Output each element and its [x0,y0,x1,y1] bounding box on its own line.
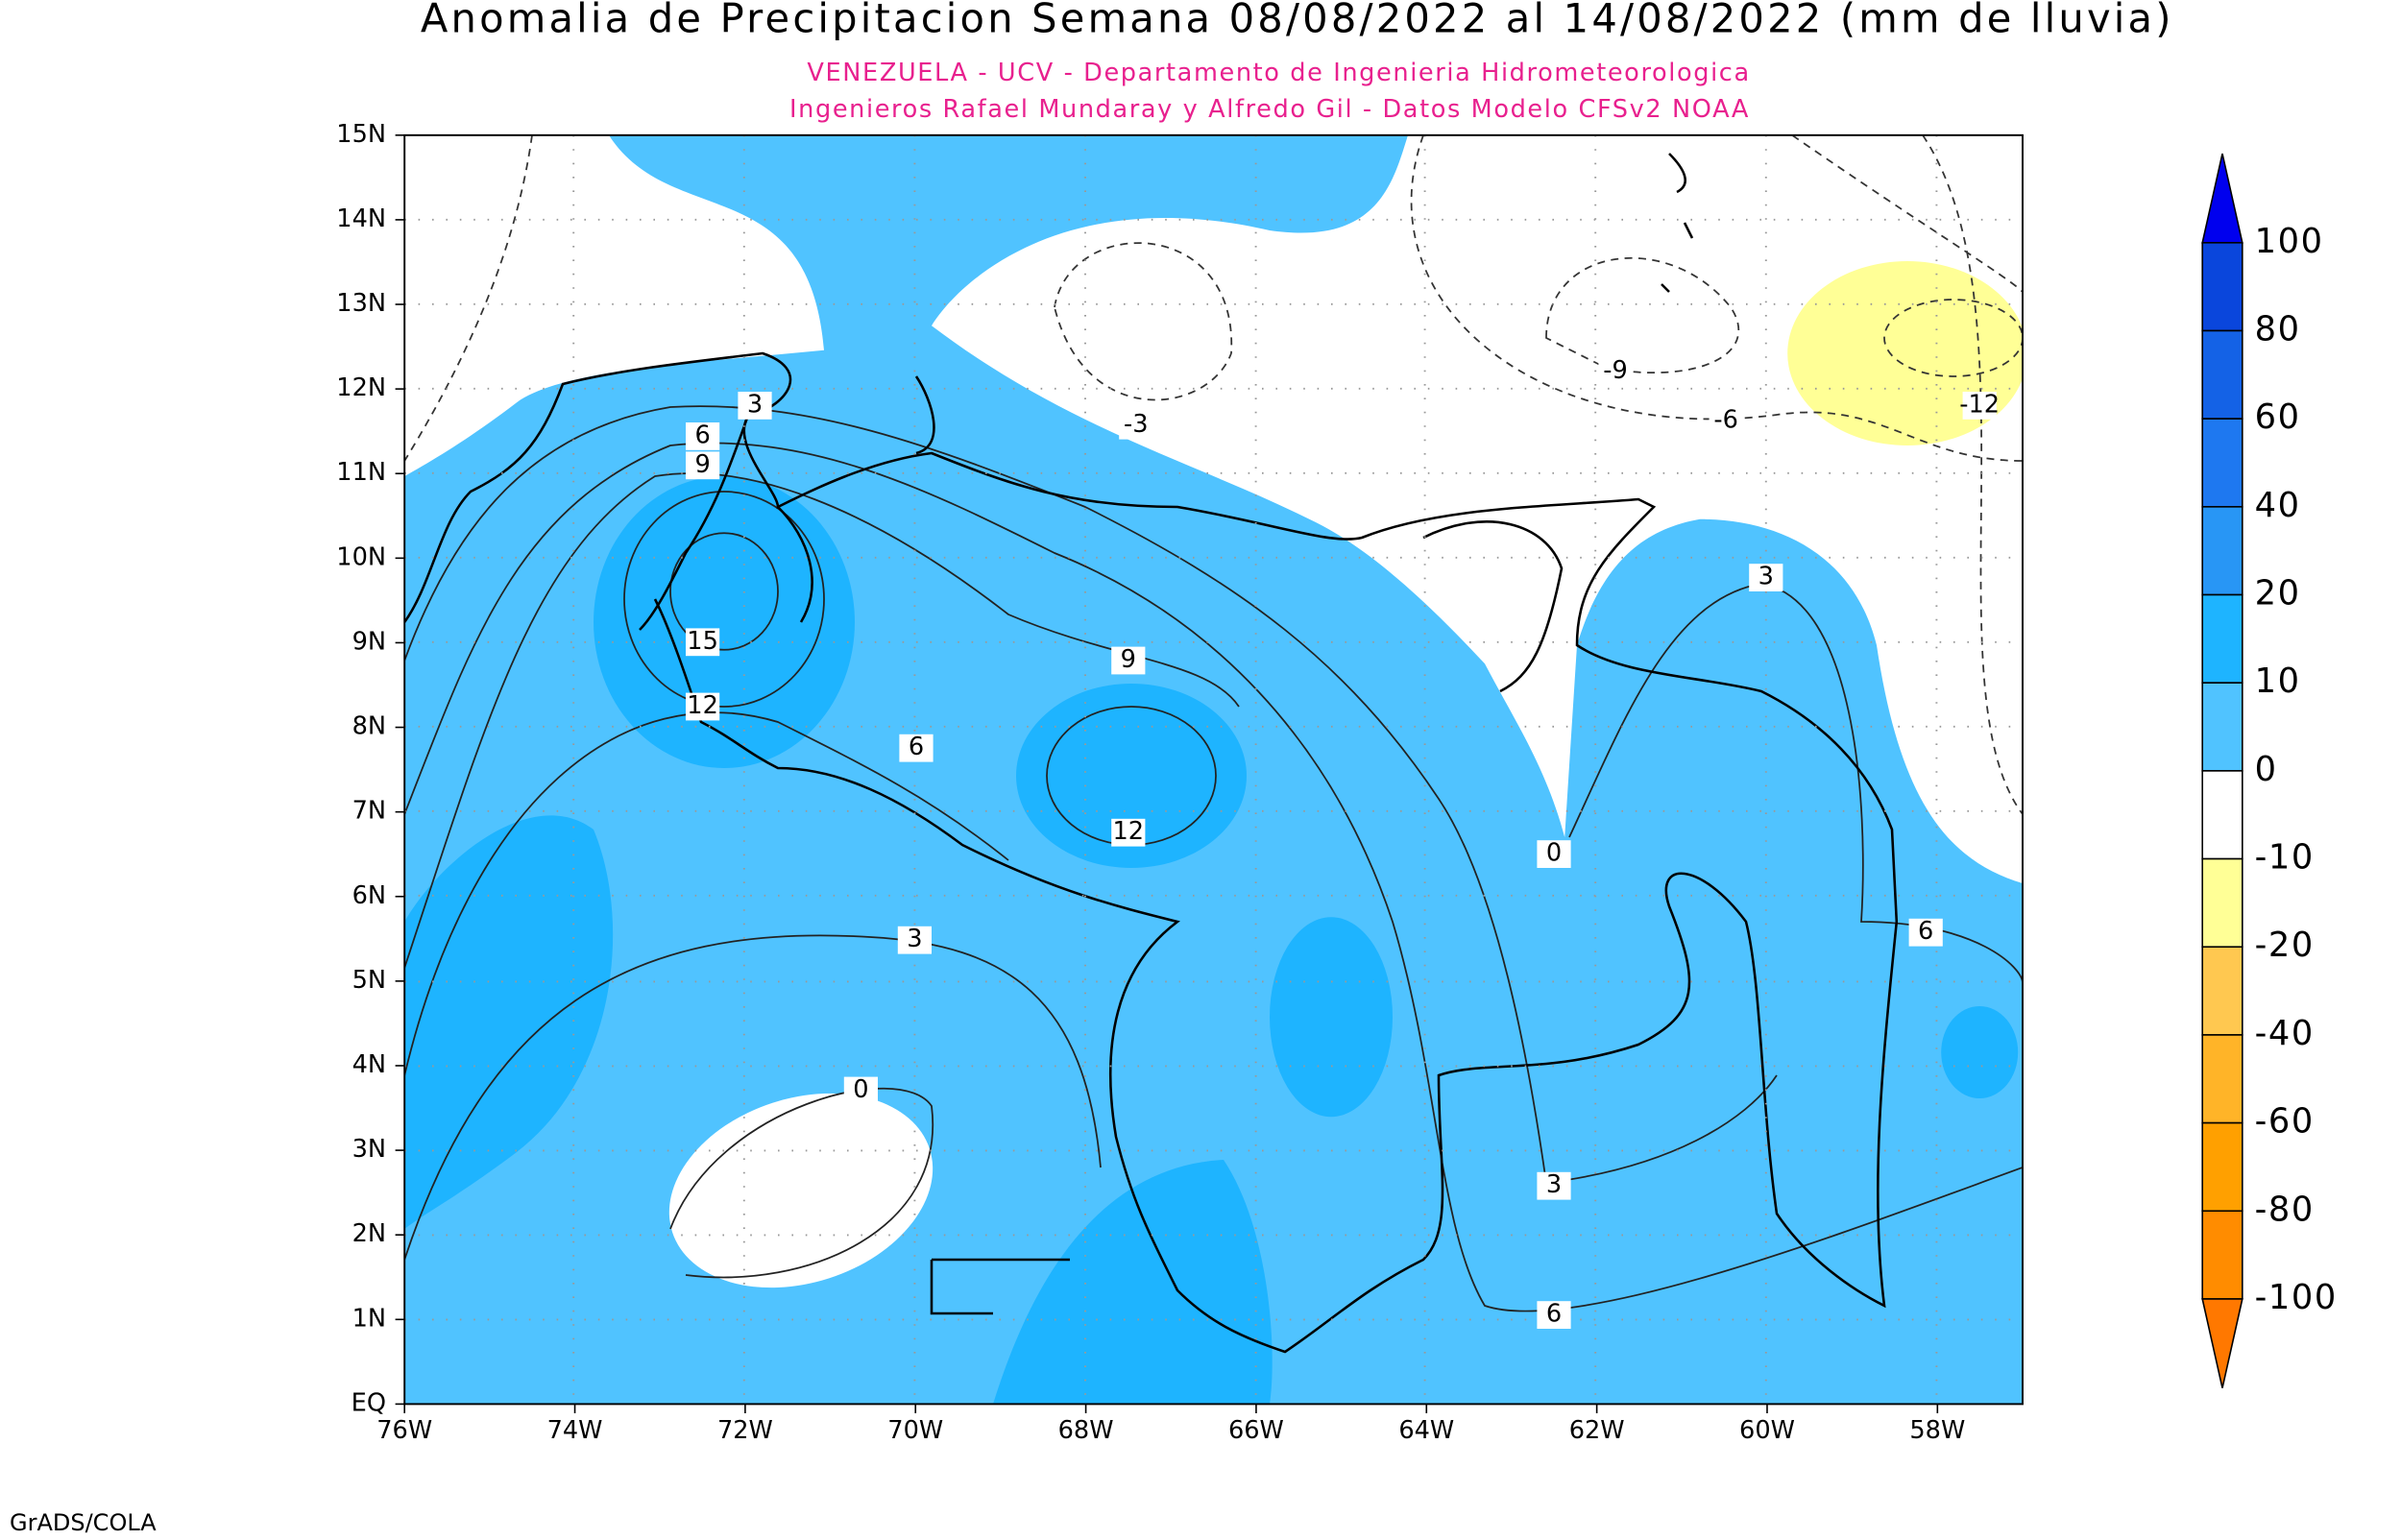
lat-label: EQ [352,1388,386,1417]
colorbar-label: 10 [2255,662,2301,701]
contour-label: 12 [687,691,718,720]
contour-label-bg [843,1076,878,1105]
lat-label: 14N [336,205,386,233]
colorbar-arrow [2201,153,2243,244]
colorbar-label: -100 [2255,1278,2338,1317]
lat-label: 13N [336,289,386,318]
lon-label: 58W [1909,1416,1965,1445]
lat-label: 7N [352,797,386,826]
colorbar-box [2201,1034,2243,1124]
lat-label: 11N [336,458,386,487]
map-title: Anomalia de Precipitacion Semana 08/08/2… [421,0,2174,41]
lat-label: 1N [352,1304,386,1333]
colorbar-box [2201,857,2243,949]
contour-label-bg [686,692,720,721]
colorbar-box [2201,242,2243,332]
contour-label-bg [1111,818,1146,847]
lat-label: 4N [352,1050,386,1079]
contour-label: 6 [1918,917,1933,946]
contour-label-bg [1119,411,1153,440]
contour-label-bg [738,392,772,420]
colorbar-box [2201,506,2243,596]
contour-label: 6 [1546,1300,1562,1329]
lon-label: 64W [1398,1416,1454,1445]
lat-label: 9N [352,627,386,656]
colorbar-label: 80 [2255,309,2301,349]
lat-label: 6N [352,881,386,910]
colorbar-box [2201,329,2243,420]
plot-frame [403,133,2024,1406]
overlay: 15N 14N 13N 12N 11N 10N 9N 8N 7N 6N 5N 4N 3N 2N 1N EQ76… [10,120,2338,1536]
lat-label: 8N [352,712,386,741]
colorbar-label: 40 [2255,486,2301,525]
map-field [404,134,2023,1405]
colorbar-box [2201,1121,2243,1213]
contour-label-bg [1537,1301,1571,1329]
contour-label: 12 [1113,817,1145,846]
colorbar-box [2201,946,2243,1036]
contour-label-bg [1749,564,1783,591]
contour-label-bg [899,734,934,762]
subtitle: Ingenieros Rafael Mundaray y Alfredo Gil… [789,95,1750,124]
colorbar-label: -60 [2255,1102,2315,1142]
lon-label: 72W [717,1416,773,1445]
lon-label: 62W [1569,1416,1625,1445]
lat-label: 10N [336,542,386,571]
colorbar-arrow [2201,1298,2243,1388]
lon-label: 66W [1228,1416,1284,1445]
colorbar-label: 60 [2255,397,2301,437]
lon-label: 74W [547,1416,603,1445]
contour-label: 3 [907,925,922,953]
lat-label: 12N [336,373,386,402]
contour-label: 0 [853,1075,868,1104]
colorbar-label: 0 [2255,750,2278,789]
lat-label: 2N [352,1219,386,1248]
contour-label: 15 [687,627,718,656]
contour-label-bg [1598,357,1633,386]
contour-label: 3 [1758,563,1774,591]
colorbar-label: -80 [2255,1190,2315,1229]
colorbar-label: -20 [2255,926,2315,965]
colorbar-label: 100 [2255,222,2324,261]
footer: GrADS/COLA [10,1509,157,1536]
contour-label: 0 [1546,839,1562,868]
lon-label: 68W [1058,1416,1114,1445]
subtitle: VENEZUELA - UCV - Departamento de Ingeni… [807,59,1750,87]
colorbar-box [2201,1210,2243,1300]
lon-label: 76W [376,1416,432,1445]
contour-label: 3 [1546,1170,1562,1199]
contour-label-bg [1111,646,1146,675]
contour-label: -6 [1713,405,1738,434]
contour-label-bg [686,451,720,480]
contour-label-bg [686,422,720,450]
contour-label: 9 [1121,645,1136,674]
contour-label-bg [686,628,720,657]
colorbar-label: -10 [2255,838,2315,878]
contour-label-bg [1908,918,1943,947]
lat-label: 15N [336,120,386,149]
contour-label: -9 [1603,356,1628,385]
lon-label: 70W [887,1416,943,1445]
contour-label: 3 [747,390,763,419]
lat-label: 5N [352,966,386,995]
contour-label-bg [1537,1171,1571,1200]
colorbar-box [2201,418,2243,508]
colorbar-label: 20 [2255,574,2301,614]
contour-label: 9 [694,450,710,479]
colorbar-label: -40 [2255,1014,2315,1053]
lat-label: 3N [352,1135,386,1164]
contour-label-bg [1709,407,1743,435]
contour-label: 6 [909,733,924,761]
contour-label: -12 [1959,390,2000,419]
contour-label-bg [1962,392,1997,420]
contour-label: 6 [694,421,710,449]
contour-label-bg [897,926,932,954]
colorbar-box [2201,593,2243,685]
contour-label: -3 [1124,410,1149,439]
colorbar-box [2201,682,2243,772]
contour-label-bg [1537,840,1571,868]
lon-label: 60W [1739,1416,1795,1445]
colorbar-box [2201,770,2243,860]
